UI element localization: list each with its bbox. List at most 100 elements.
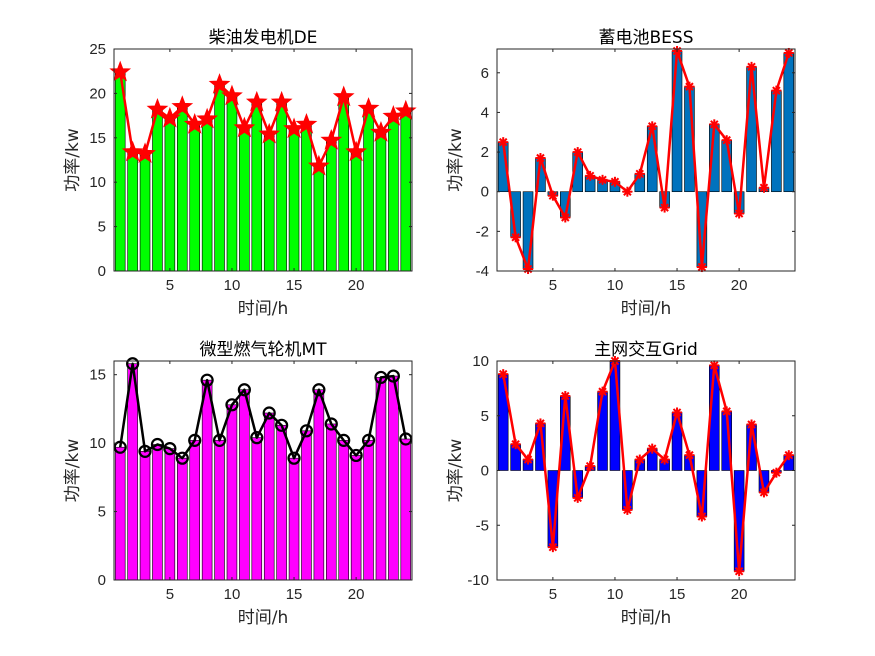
data-point bbox=[287, 451, 301, 465]
data-point bbox=[349, 448, 363, 463]
data-point bbox=[126, 357, 140, 371]
y-tick-label: 0 bbox=[481, 184, 489, 201]
y-tick-label: 15 bbox=[89, 367, 106, 384]
data-point bbox=[709, 119, 720, 130]
bar bbox=[139, 153, 151, 272]
bar bbox=[263, 412, 275, 581]
data-point bbox=[758, 182, 769, 193]
bar bbox=[338, 96, 349, 272]
x-tick-label: 10 bbox=[607, 277, 624, 294]
x-tick-label: 10 bbox=[224, 586, 241, 603]
bar bbox=[164, 448, 176, 581]
data-point bbox=[547, 190, 558, 201]
bar bbox=[214, 440, 225, 581]
x-tick-label: 20 bbox=[731, 586, 748, 603]
x-tick-label: 10 bbox=[607, 586, 624, 603]
data-point bbox=[332, 85, 355, 107]
data-point bbox=[163, 442, 177, 456]
data-point bbox=[138, 444, 152, 458]
data-point bbox=[382, 105, 405, 126]
data-point bbox=[283, 117, 305, 139]
data-point bbox=[634, 454, 645, 465]
chart-title: 柴油发电机DE bbox=[209, 28, 318, 48]
data-point bbox=[746, 61, 757, 72]
bar bbox=[226, 404, 238, 581]
axes-box bbox=[113, 48, 413, 272]
bar bbox=[177, 457, 188, 581]
data-point bbox=[696, 511, 707, 522]
y-axis-label: 功率/kw bbox=[446, 128, 466, 192]
bar bbox=[152, 109, 163, 272]
data-point bbox=[295, 113, 318, 134]
data-point bbox=[374, 370, 388, 385]
data-point bbox=[175, 451, 189, 465]
bar bbox=[400, 110, 412, 272]
series-line bbox=[501, 49, 790, 271]
data-point bbox=[734, 208, 745, 219]
data-point bbox=[597, 174, 608, 185]
data-point bbox=[647, 121, 658, 132]
data-point bbox=[597, 386, 608, 397]
data-point bbox=[225, 398, 239, 412]
data-point bbox=[212, 433, 227, 447]
y-tick-label: 20 bbox=[89, 85, 106, 102]
data-point bbox=[721, 135, 732, 146]
bar bbox=[375, 377, 387, 581]
bar bbox=[326, 423, 337, 581]
x-axis-label: 时间/h bbox=[621, 608, 672, 628]
data-point bbox=[535, 418, 546, 429]
data-point bbox=[709, 360, 720, 371]
bar bbox=[301, 124, 312, 272]
data-point bbox=[560, 391, 571, 402]
y-tick-label: -5 bbox=[476, 517, 489, 534]
data-point bbox=[337, 433, 351, 447]
data-point bbox=[270, 90, 293, 112]
data-point bbox=[262, 406, 276, 420]
bar bbox=[783, 52, 795, 193]
bar bbox=[400, 438, 412, 581]
bar bbox=[388, 375, 399, 581]
data-point bbox=[634, 168, 645, 179]
bar bbox=[276, 101, 287, 272]
bar bbox=[326, 140, 337, 272]
data-point bbox=[320, 129, 343, 150]
bar bbox=[288, 128, 300, 272]
bar bbox=[114, 446, 126, 581]
data-point bbox=[659, 454, 670, 465]
data-point bbox=[308, 154, 330, 176]
bar bbox=[363, 108, 374, 272]
plot-area bbox=[114, 361, 412, 580]
data-point bbox=[572, 147, 583, 158]
x-tick-label: 5 bbox=[549, 277, 557, 294]
data-point bbox=[758, 487, 769, 498]
x-tick-label: 15 bbox=[669, 586, 686, 603]
bar bbox=[127, 151, 138, 272]
y-tick-label: 0 bbox=[98, 572, 106, 589]
data-point bbox=[510, 232, 521, 243]
y-tick-label: -2 bbox=[476, 223, 489, 240]
bar bbox=[263, 133, 275, 272]
data-point bbox=[113, 440, 127, 454]
x-tick-label: 10 bbox=[224, 277, 241, 294]
x-tick-label: 5 bbox=[549, 586, 557, 603]
bar bbox=[189, 440, 200, 581]
bar bbox=[388, 116, 399, 272]
data-point bbox=[746, 419, 757, 430]
bar bbox=[164, 117, 176, 272]
data-point bbox=[312, 383, 326, 397]
x-axis-label: 时间/h bbox=[621, 299, 672, 319]
bar bbox=[363, 440, 374, 581]
y-tick-label: 15 bbox=[89, 130, 106, 147]
data-point bbox=[361, 433, 376, 447]
data-point bbox=[188, 433, 202, 447]
data-point bbox=[245, 90, 268, 112]
data-point bbox=[523, 454, 534, 465]
data-point bbox=[585, 461, 596, 472]
data-point bbox=[560, 212, 571, 223]
data-point bbox=[734, 566, 745, 577]
y-axis-label: 功率/kw bbox=[446, 439, 466, 503]
data-point bbox=[721, 406, 732, 417]
data-point bbox=[258, 122, 281, 144]
data-point bbox=[221, 84, 243, 106]
y-axis-label: 功率/kw bbox=[63, 439, 83, 503]
